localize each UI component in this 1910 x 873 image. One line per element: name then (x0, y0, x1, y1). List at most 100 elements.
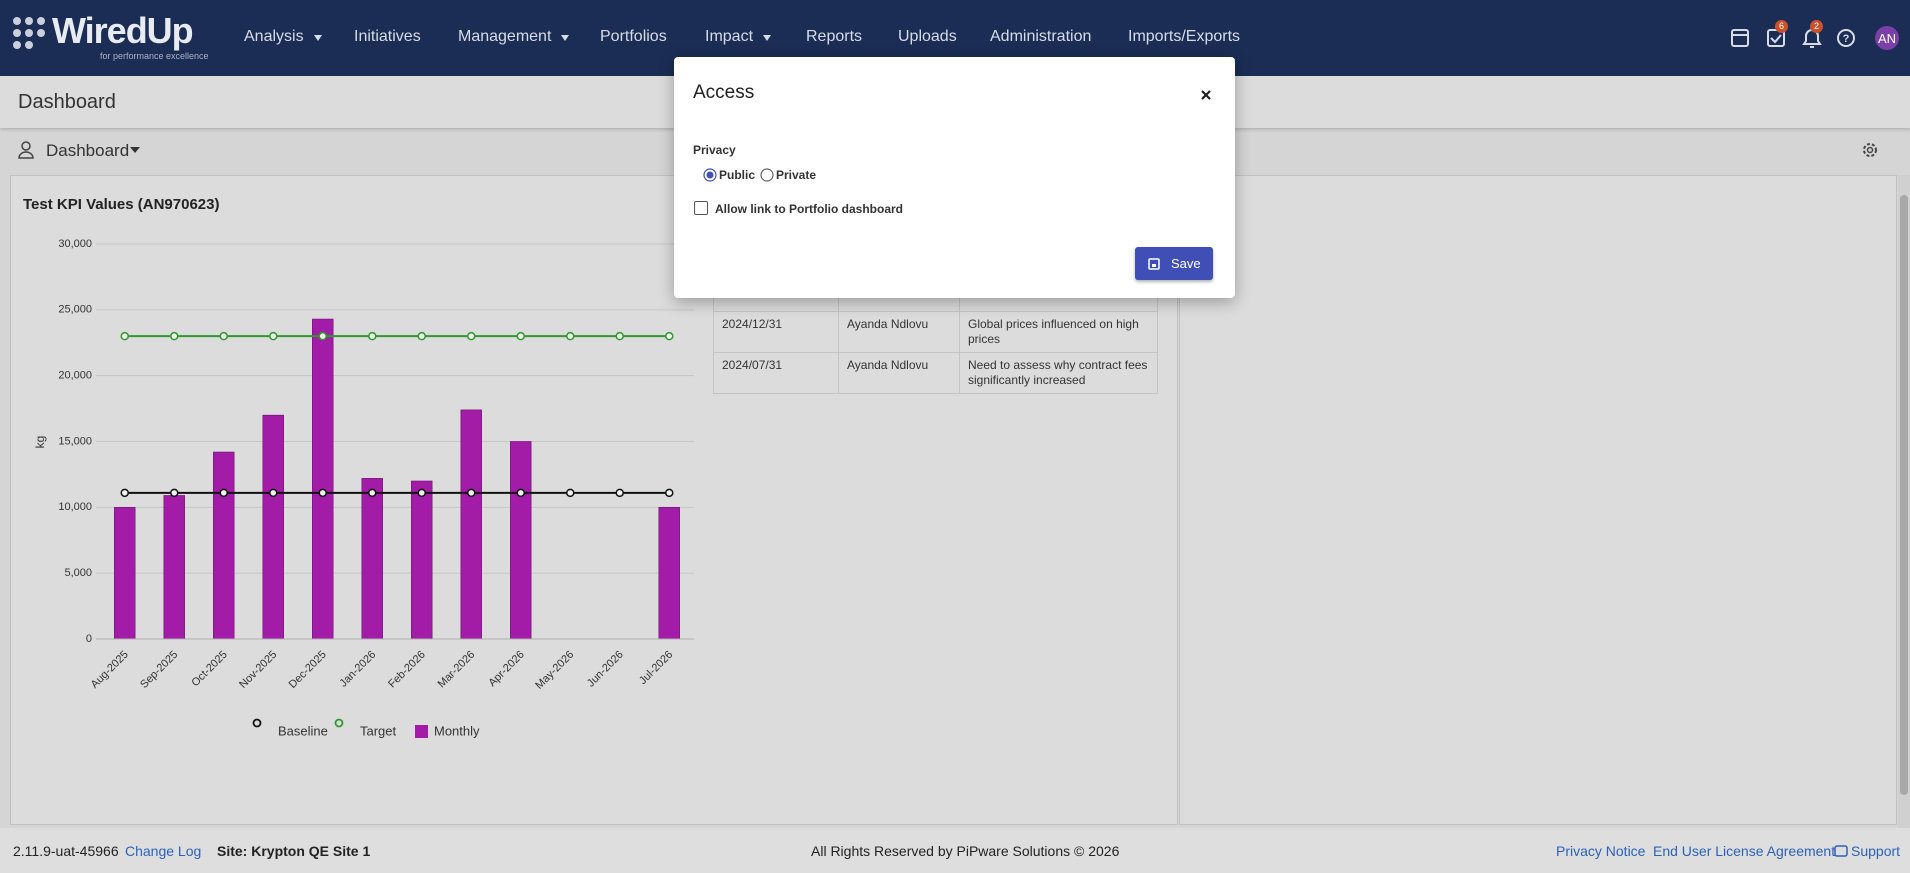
legend-label: Baseline (278, 723, 328, 738)
chart: Test KPI Values (AN970623) kg 0 5,000 10,0… (23, 196, 694, 738)
bar (510, 441, 532, 640)
footer: 2.11.9-uat-45966 Change Log Site: Krypto… (0, 828, 1910, 873)
point (170, 488, 179, 498)
settings-icon[interactable] (1860, 140, 1880, 160)
nav-item[interactable]: Administration (990, 28, 1092, 45)
nav-item[interactable]: Analysis (244, 28, 304, 45)
radio-group (703, 168, 774, 182)
version: 2.11.9-uat-45966 (13, 843, 119, 859)
chart-title: Test KPI Values (AN970623) (23, 196, 219, 213)
dashboard-selector[interactable]: Dashboard (46, 141, 130, 160)
close-button[interactable] (1200, 89, 1212, 101)
logo: WiredUp (52, 10, 194, 51)
legend-label: Target (360, 723, 397, 738)
checkbox-label: Allow link to Portfolio dashboard (715, 202, 903, 216)
x-tick-label: Jan-2026 (337, 649, 378, 690)
x-tick-label: Oct-2025 (189, 649, 229, 689)
bar (312, 318, 334, 640)
legend-label: Monthly (434, 723, 480, 738)
user-icon (18, 141, 34, 159)
page-title: Dashboard (18, 91, 116, 113)
site-name: Site: Krypton QE Site 1 (217, 843, 371, 859)
copyright: All Rights Reserved by PiPware Solutions… (811, 843, 1120, 859)
radio-private[interactable] (760, 168, 774, 182)
nav-item[interactable]: Imports/Exports (1128, 28, 1241, 45)
table-cell: 2024/07/31 (713, 352, 839, 394)
bar (213, 451, 235, 640)
right-panel (1179, 175, 1897, 825)
checkbox[interactable] (694, 201, 708, 215)
x-tick-label: May-2026 (533, 649, 576, 692)
point (615, 331, 624, 341)
privacy-link[interactable]: Privacy Notice (1556, 843, 1646, 859)
point (417, 331, 426, 341)
table-cell: 2024/12/31 (713, 311, 839, 353)
nav-item[interactable]: Impact (705, 28, 754, 45)
point (219, 488, 228, 498)
point (368, 331, 377, 341)
x-tick-label: Apr-2026 (486, 649, 526, 689)
point (467, 331, 476, 341)
y-axis-label: kg (33, 436, 47, 449)
scrollbar (1898, 175, 1910, 828)
bar (262, 414, 284, 640)
point (516, 331, 525, 341)
point (368, 488, 377, 498)
comments-table: 2024/12/31 Ayanda Ndlovu Global prices inf… (713, 283, 1158, 394)
legend-marker (334, 718, 344, 728)
point (269, 488, 278, 498)
table-cell: Global prices influenced on high prices (959, 311, 1158, 353)
changelog-link[interactable]: Change Log (125, 843, 202, 859)
legend-marker (252, 718, 262, 728)
eula-link[interactable]: End User License Agreement (1653, 843, 1836, 859)
x-tick-label: Jun-2026 (585, 649, 626, 690)
bar (411, 480, 433, 640)
support-icon (1834, 845, 1848, 857)
point (417, 488, 426, 498)
nav-item[interactable]: Reports (806, 28, 863, 45)
y-tick-label: 5,000 (64, 567, 92, 579)
nav-item[interactable]: Management (458, 28, 552, 45)
point (219, 331, 228, 341)
point (566, 331, 575, 341)
dropdown-arrow (763, 35, 772, 41)
nav-item[interactable]: Portfolios (600, 28, 667, 45)
nav-item[interactable]: Initiatives (354, 28, 421, 45)
point (467, 488, 476, 498)
bar (658, 507, 680, 640)
point (318, 488, 327, 498)
point (318, 331, 327, 341)
nav-item[interactable]: Uploads (898, 28, 957, 45)
point (516, 488, 525, 498)
table-cell: Need to assess why contract fees signifi… (959, 352, 1158, 394)
task-badge: 6 (1775, 20, 1788, 33)
table-cell: Ayanda Ndlovu (838, 311, 960, 353)
privacy-label: Privacy (693, 143, 736, 157)
point (665, 331, 674, 341)
bar (163, 495, 185, 640)
save-icon (1148, 258, 1160, 270)
y-tick-label: 15,000 (58, 435, 92, 447)
svg-text:?: ? (1843, 33, 1850, 45)
support-link[interactable]: Support (1851, 843, 1901, 859)
x-tick-label: Sep-2025 (138, 649, 180, 691)
access-modal: Access Privacy Public Private Allow link… (674, 57, 1235, 298)
option-label: Public (719, 168, 756, 182)
point (170, 331, 179, 341)
avatar[interactable]: AN (1877, 31, 1897, 46)
point (120, 488, 129, 498)
point (615, 488, 624, 498)
dropdown-arrow (561, 35, 570, 41)
point (269, 331, 278, 341)
option-label: Private (776, 168, 817, 182)
y-tick-label: 25,000 (58, 304, 92, 316)
dropdown-arrow (130, 147, 140, 153)
dropdown-arrow (313, 35, 322, 41)
x-tick-label: Dec-2025 (287, 649, 329, 691)
table-row: 2024/07/31 Ayanda Ndlovu Need to assess wh… (713, 352, 1158, 394)
table: 2024/12/31 Ayanda Ndlovu Global prices inf… (713, 283, 1158, 394)
save-button[interactable]: Save (1135, 247, 1213, 280)
bar (361, 478, 383, 640)
